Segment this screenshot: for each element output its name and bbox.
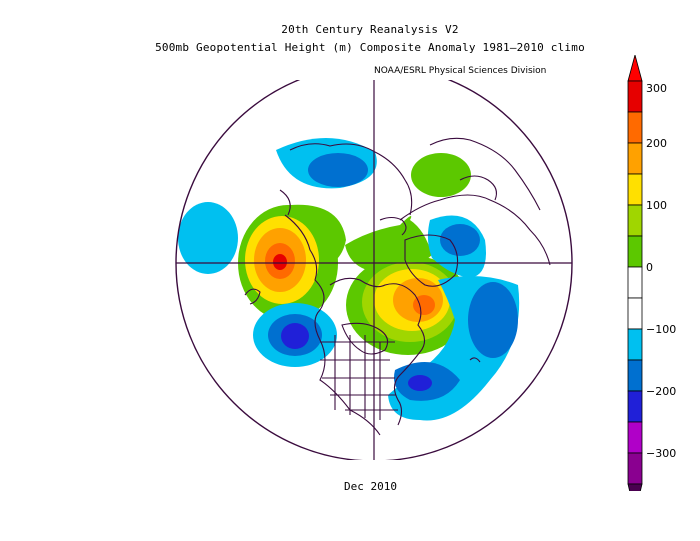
negative-anomaly-pacific-west (178, 202, 238, 274)
colorbar-bottom-cap (627, 483, 643, 491)
negative-anomaly-europe (427, 215, 486, 278)
negative-anomaly-siberia-north (276, 137, 377, 189)
colorbar-tick-label: 300 (646, 82, 667, 95)
colorbar-swatch (627, 359, 643, 392)
colorbar-swatch (627, 452, 643, 485)
credit-label: NOAA/ESRL Physical Sciences Division (374, 66, 547, 76)
map-boundary (175, 80, 573, 460)
colorbar-swatch (627, 142, 643, 175)
colorbar-swatch (627, 173, 643, 206)
negative-anomaly-atlantic (388, 276, 520, 421)
positive-anomaly-siberia (411, 153, 471, 197)
figure-title: 20th Century Reanalysis V2 (281, 23, 459, 36)
colorbar-swatch (627, 421, 643, 454)
colorbar-tick-label: −300 (646, 447, 677, 460)
colorbar-swatch (627, 111, 643, 144)
negative-anomaly-east-pacific (253, 303, 337, 367)
colorbar-swatch (627, 80, 643, 113)
colorbar-tick-label: −200 (646, 385, 677, 398)
anomaly-fields (178, 137, 520, 421)
figure-subtitle: 500mb Geopotential Height (m) Composite … (155, 41, 585, 54)
period-label: Dec 2010 (344, 480, 397, 493)
colorbar-tick-label: 200 (646, 137, 667, 150)
colorbar-tick-label: 0 (646, 261, 653, 274)
colorbar-swatch (627, 235, 643, 268)
colorbar-tick-label: −100 (646, 323, 677, 336)
colorbar-swatch (627, 328, 643, 361)
polar-anomaly-map (175, 80, 573, 460)
positive-anomaly-pacific (238, 204, 346, 321)
coastlines (244, 137, 551, 436)
colorbar-swatch (627, 266, 643, 299)
colorbar-top-cap (627, 55, 643, 82)
colorbar (627, 55, 643, 491)
colorbar-swatch (627, 390, 643, 423)
colorbar-tick-label: 100 (646, 199, 667, 212)
colorbar-swatch (627, 204, 643, 237)
colorbar-swatch (627, 297, 643, 330)
